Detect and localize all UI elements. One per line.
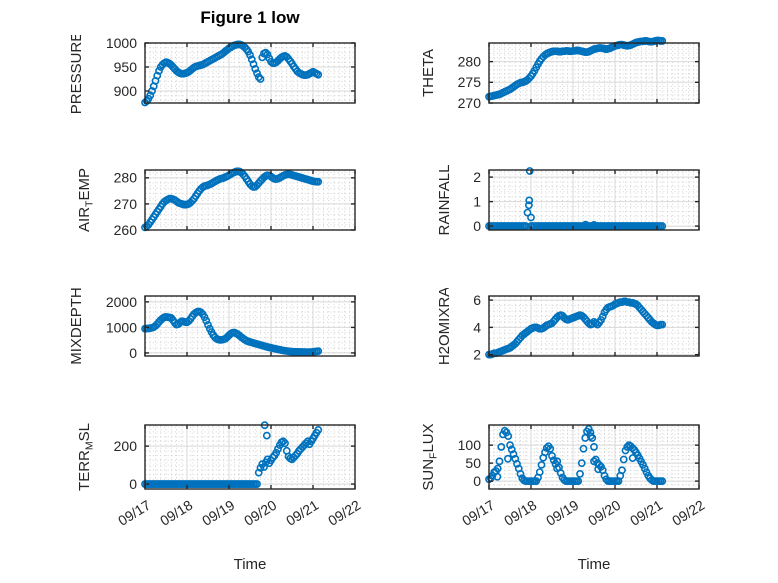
- chart-canvas-h2omixra: 2 4 6 H2OMIXRA: [436, 287, 700, 365]
- svg-text:09/18: 09/18: [501, 497, 539, 529]
- svg-text:2: 2: [473, 169, 481, 185]
- minor-grid: [489, 43, 699, 103]
- svg-text:0: 0: [129, 476, 137, 492]
- y-tick-labels: 270 275 280: [458, 54, 482, 111]
- svg-text:09/19: 09/19: [543, 497, 581, 529]
- y-axis-label: AIRTEMP: [76, 168, 96, 232]
- svg-text:0: 0: [473, 218, 481, 234]
- svg-text:2: 2: [473, 347, 481, 363]
- svg-text:09/20: 09/20: [585, 497, 623, 529]
- svg-text:270: 270: [114, 196, 138, 212]
- svg-text:09/22: 09/22: [325, 497, 363, 529]
- svg-text:09/19: 09/19: [199, 497, 237, 529]
- subplot-terr-msl: 0 200 TERRMSL 09/17 09/18 09/19 09/20 09/21 09/2…: [53, 417, 363, 558]
- y-tick-labels: 0 1 2: [473, 169, 481, 234]
- y-axis-label: H2OMIXRA: [436, 288, 453, 365]
- svg-text:09/18: 09/18: [157, 497, 195, 529]
- subplot-theta: 270 275 280 THETA: [397, 35, 707, 118]
- chart-canvas-pressure: 900 950 1000 PRESSURE: [68, 32, 356, 114]
- subplot-sun-flux: 0 50 100 SUNFLUX 09/17 09/18 09/19 09/20 09/21 09…: [397, 417, 707, 558]
- y-axis-label: THETA: [420, 49, 437, 97]
- y-axis-label: SUNFLUX: [420, 423, 440, 490]
- data-markers: [141, 421, 323, 488]
- svg-text:09/22: 09/22: [669, 497, 707, 529]
- chart-canvas-terr-msl: 0 200 TERRMSL 09/17 09/18 09/19 09/20 09/21 09/2…: [76, 421, 363, 529]
- y-tick-labels: 900 950 1000: [106, 35, 137, 99]
- x-tick-labels: 09/17 09/18 09/19 09/20 09/21 09/22: [459, 497, 707, 529]
- minor-grid: [489, 170, 699, 230]
- y-axis-label: TERRMSL: [76, 423, 96, 491]
- svg-text:1000: 1000: [106, 35, 137, 51]
- svg-text:1: 1: [473, 193, 481, 209]
- chart-canvas-rainfall: 0 1 2 RAINFALL: [436, 165, 700, 236]
- plot-box: [488, 424, 700, 490]
- y-tick-labels: 0 1000 2000: [106, 294, 137, 361]
- svg-text:1000: 1000: [106, 319, 137, 335]
- y-axis-label: PRESSURE: [68, 35, 85, 113]
- svg-text:900: 900: [114, 83, 138, 99]
- svg-text:270: 270: [458, 95, 482, 111]
- svg-text:09/21: 09/21: [627, 497, 665, 529]
- svg-text:09/17: 09/17: [115, 497, 153, 529]
- data-markers: [485, 297, 667, 359]
- x-axis-title-left: Time: [233, 556, 267, 573]
- data-markers: [485, 36, 667, 101]
- svg-text:260: 260: [114, 222, 138, 238]
- minor-grid: [145, 425, 355, 489]
- svg-text:4: 4: [473, 319, 481, 335]
- plot-box: [144, 295, 356, 357]
- chart-canvas-air-temp: 260 270 280 AIRTEMP: [76, 167, 356, 238]
- chart-canvas-theta: 270 275 280 THETA: [420, 36, 700, 111]
- plot-box: [144, 42, 356, 104]
- x-tick-labels: 09/17 09/18 09/19 09/20 09/21 09/22: [115, 497, 363, 529]
- svg-text:0: 0: [473, 473, 481, 489]
- svg-text:275: 275: [458, 74, 482, 90]
- svg-text:950: 950: [114, 59, 138, 75]
- svg-text:09/21: 09/21: [283, 497, 321, 529]
- svg-text:6: 6: [473, 292, 481, 308]
- svg-text:280: 280: [114, 170, 138, 186]
- y-tick-labels: 2 4 6: [473, 292, 481, 363]
- subplot-h2omixra: 2 4 6 H2OMIXRA: [397, 287, 707, 371]
- y-tick-labels: 0 50 100: [458, 437, 482, 489]
- figure-title: Figure 1 low: [200, 8, 300, 27]
- data-markers: [485, 425, 667, 485]
- subplot-air-temp: 260 270 280 AIRTEMP: [53, 162, 363, 245]
- data-markers: [141, 40, 323, 107]
- svg-text:2000: 2000: [106, 294, 137, 310]
- y-axis-label: MIXDEPTH: [68, 288, 85, 365]
- y-axis-label: RAINFALL: [436, 165, 453, 236]
- plot-box: [488, 42, 700, 104]
- svg-text:09/17: 09/17: [459, 497, 497, 529]
- svg-text:0: 0: [129, 345, 137, 361]
- subplot-mixdepth: 0 1000 2000 MIXDEPTH: [53, 287, 363, 371]
- svg-text:200: 200: [114, 438, 138, 454]
- svg-text:09/20: 09/20: [241, 497, 279, 529]
- plot-box: [144, 424, 356, 490]
- plot-box: [144, 169, 356, 231]
- svg-text:280: 280: [458, 54, 482, 70]
- plot-box: [488, 295, 700, 357]
- svg-text:50: 50: [465, 455, 481, 471]
- chart-canvas-mixdepth: 0 1000 2000 MIXDEPTH: [68, 287, 356, 365]
- y-tick-labels: 0 200: [114, 438, 138, 492]
- y-tick-labels: 260 270 280: [114, 170, 138, 238]
- subplot-rainfall: 0 1 2 RAINFALL: [397, 162, 707, 245]
- svg-text:100: 100: [458, 437, 482, 453]
- data-markers: [485, 167, 667, 230]
- chart-canvas-sun-flux: 0 50 100 SUNFLUX 09/17 09/18 09/19 09/20 09/21 09…: [420, 423, 707, 529]
- plot-box: [488, 169, 700, 231]
- subplot-pressure: 900 950 1000 PRESSURE: [53, 32, 363, 118]
- data-markers: [141, 307, 323, 357]
- data-markers: [141, 167, 323, 232]
- x-axis-title-right: Time: [577, 556, 611, 573]
